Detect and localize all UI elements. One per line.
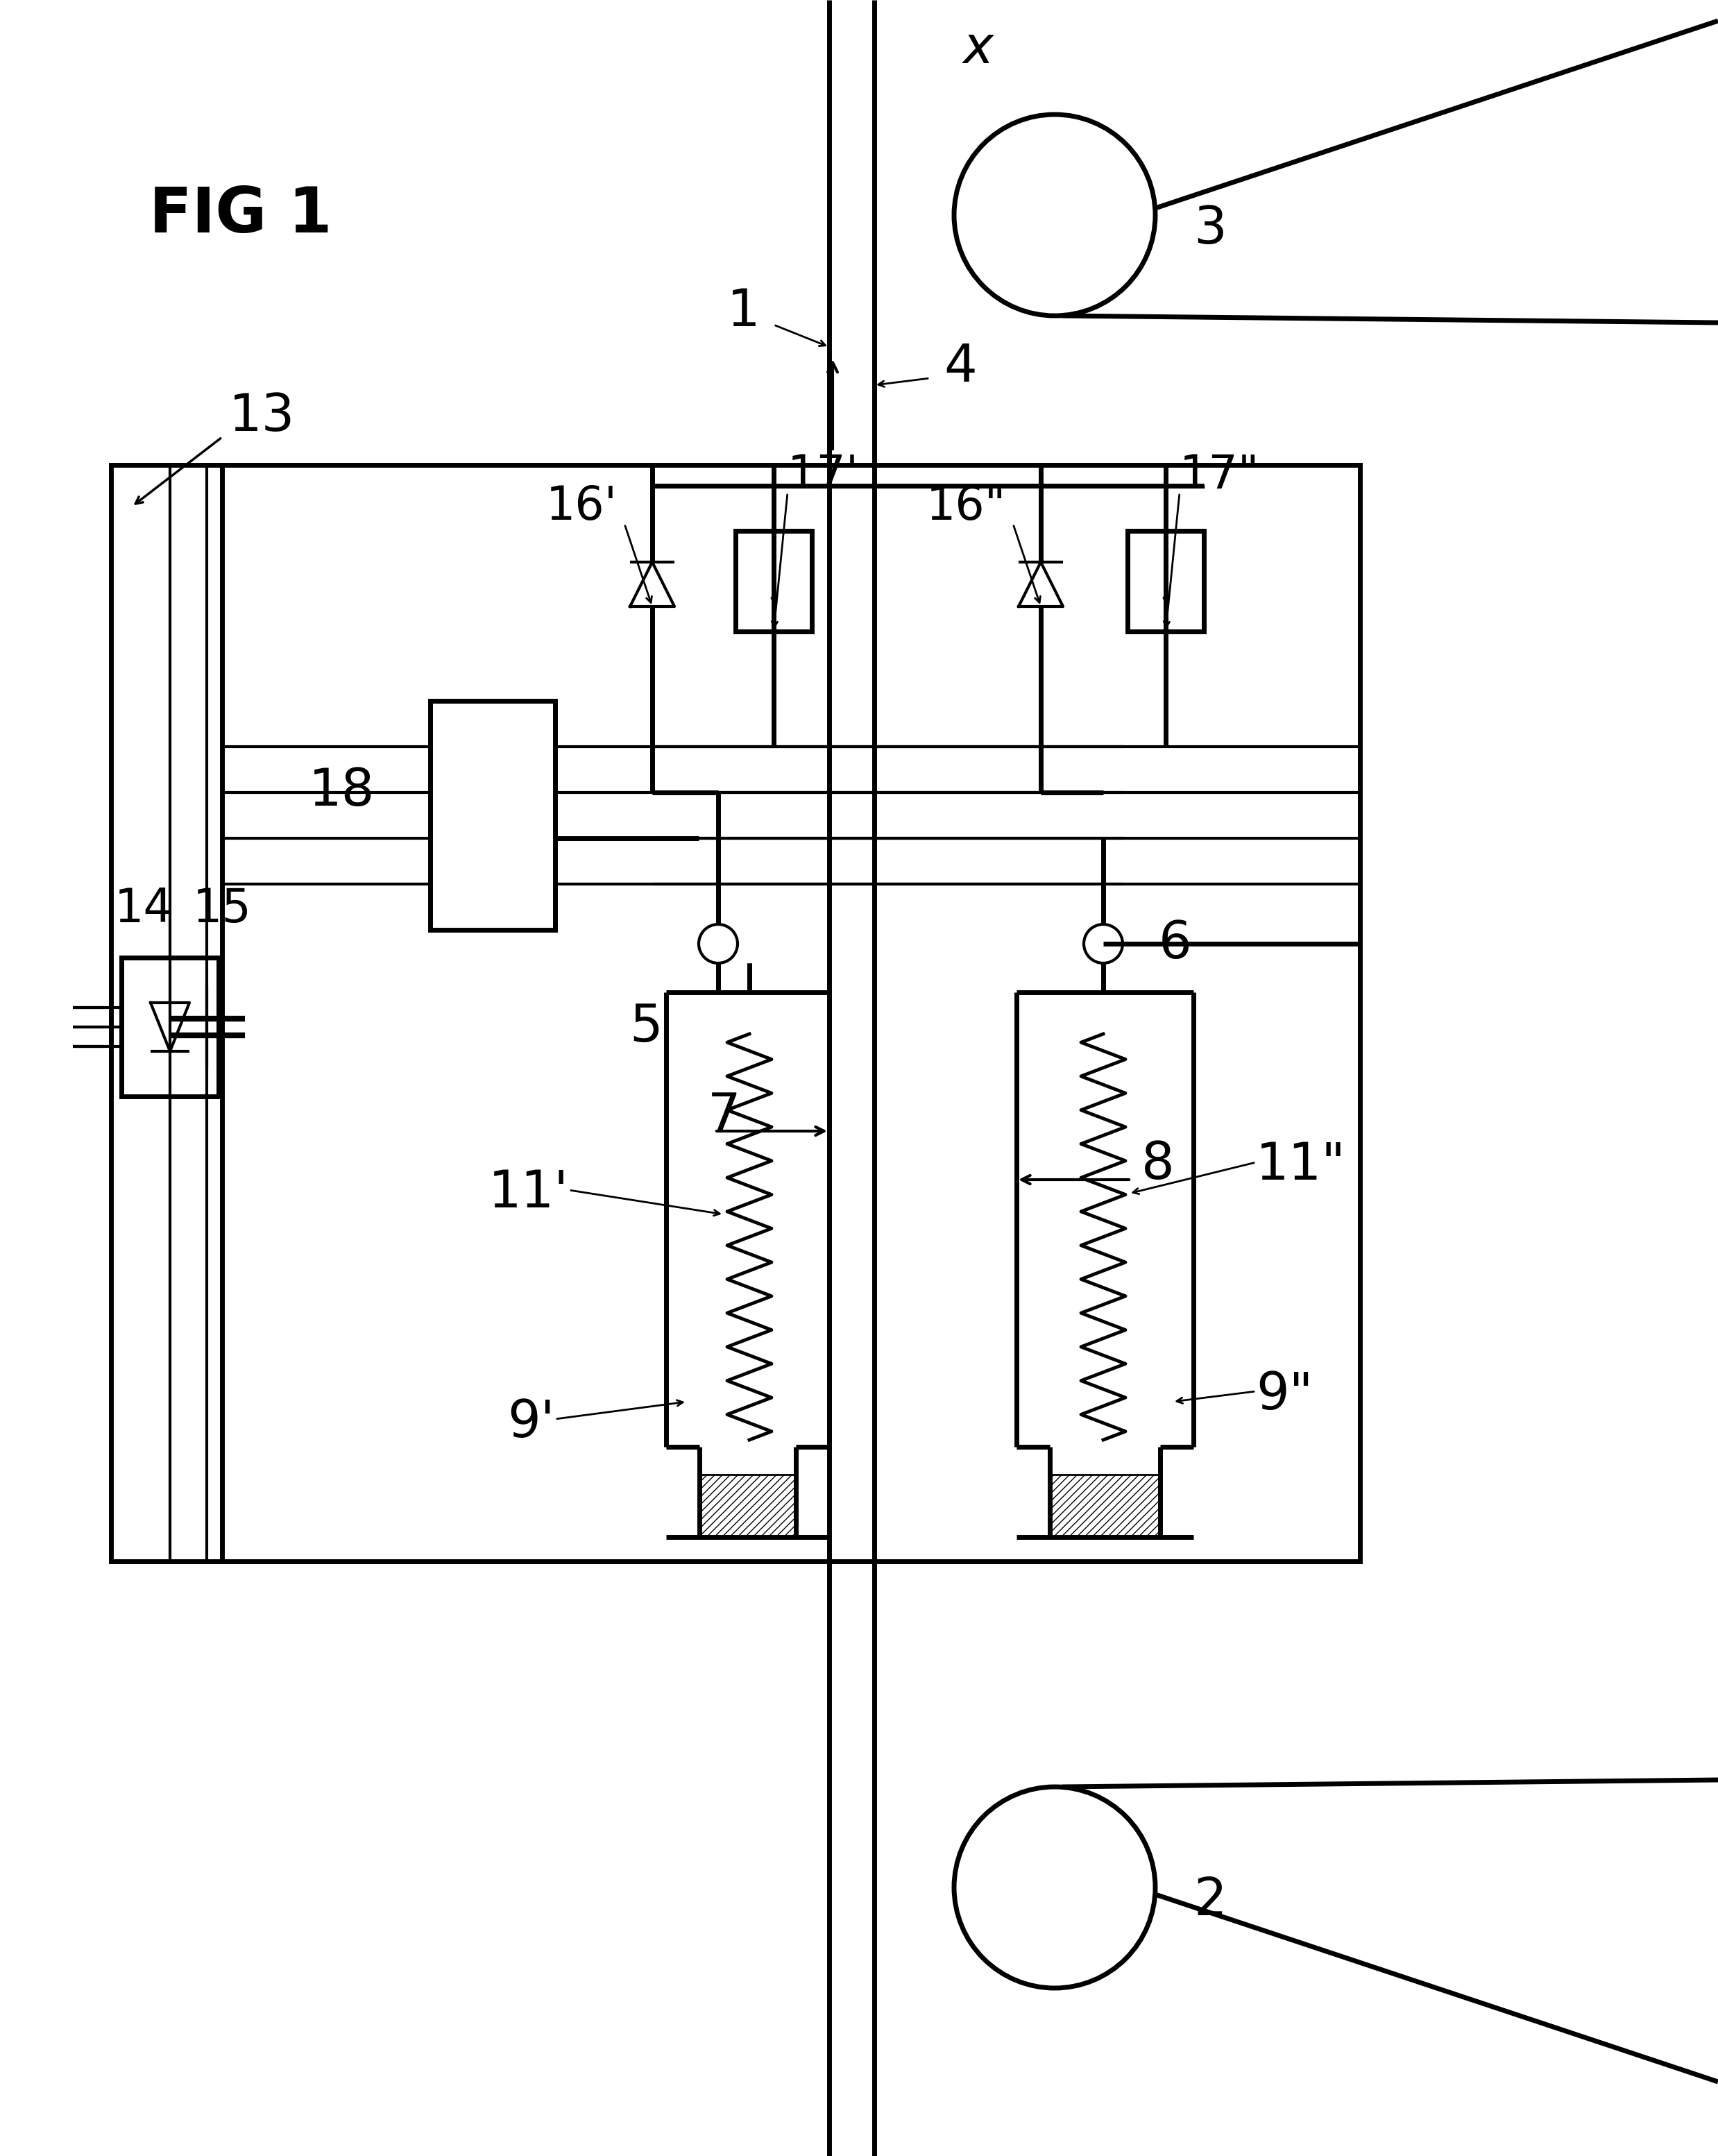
Bar [1127,530,1204,632]
Text: 18: 18 [309,765,375,817]
Text: 8: 8 [1141,1138,1175,1190]
Text: 11': 11' [488,1169,569,1218]
Bar [122,957,218,1097]
Bar [430,701,555,929]
Text: 9": 9" [1256,1369,1313,1421]
Text: 16": 16" [926,483,1007,530]
Text: 4: 4 [943,343,978,392]
Text: 16': 16' [546,483,617,530]
Text: 17': 17' [787,453,859,498]
Bar [112,466,1361,1561]
Text: 9': 9' [507,1397,555,1449]
Text: 5: 5 [629,1003,663,1052]
Text: FIG 1: FIG 1 [149,185,332,246]
Text: 1: 1 [727,287,759,338]
Bar [735,530,813,632]
Text: 11": 11" [1256,1141,1345,1190]
Bar [699,1475,795,1537]
Text: 3: 3 [1194,203,1227,254]
Text: 13: 13 [228,390,295,442]
Bar [1050,1475,1160,1537]
Text: 17": 17" [1180,453,1259,498]
Text: 2: 2 [1194,1876,1227,1927]
Text: 6: 6 [1158,918,1192,968]
Text: 15: 15 [192,886,253,931]
Text: x: x [964,24,993,73]
Text: 14: 14 [115,886,174,931]
Text: 7: 7 [708,1091,740,1141]
